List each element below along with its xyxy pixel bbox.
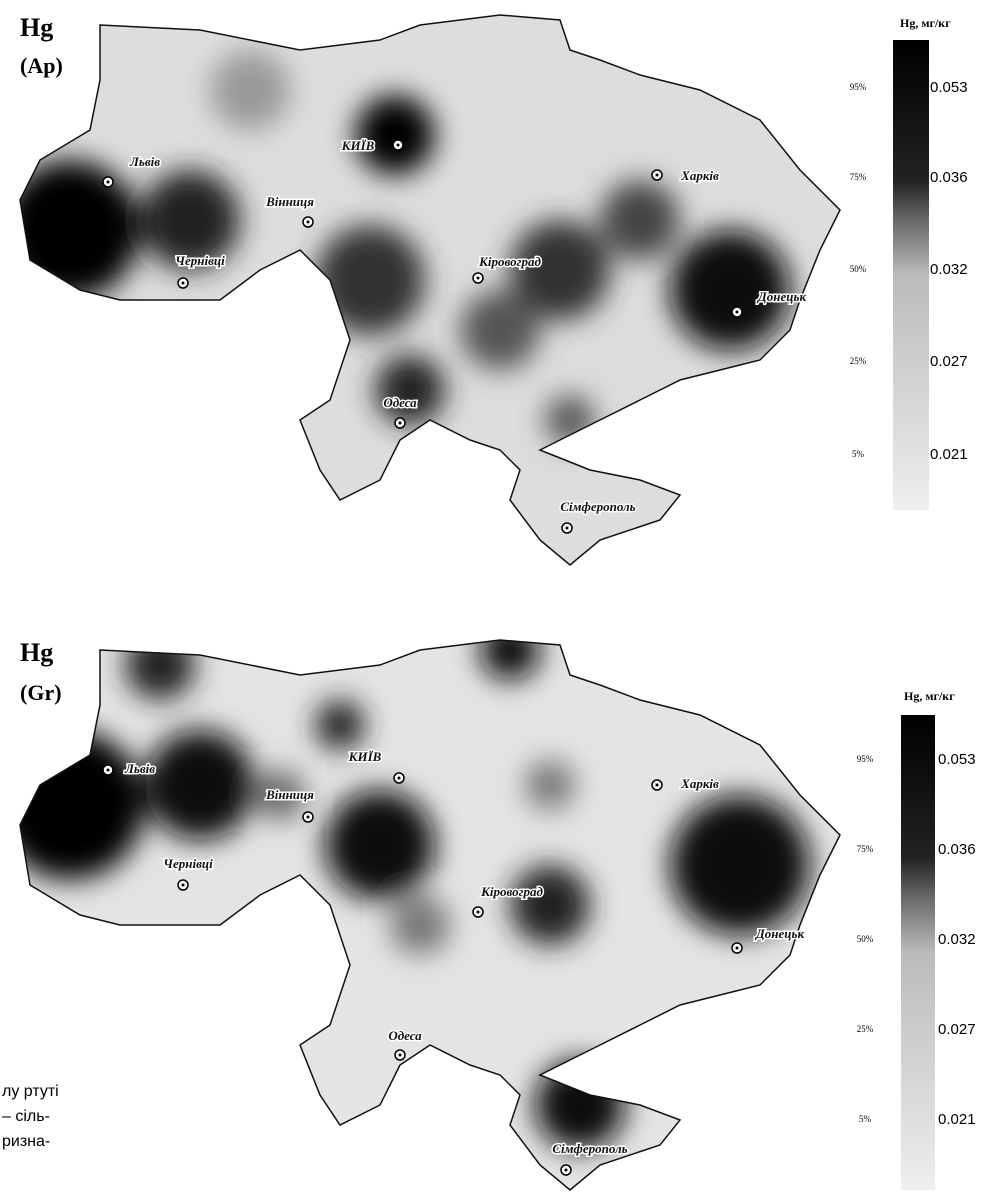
- city-marker-dot: [306, 220, 310, 224]
- legend-percentile: 95%: [857, 754, 874, 764]
- city-marker-dot: [398, 421, 402, 425]
- city-label: Вінниця: [265, 194, 314, 209]
- city-marker-dot: [735, 946, 739, 950]
- city-marker-dot: [181, 281, 185, 285]
- city-marker-dot: [476, 276, 480, 280]
- city-label: КИЇВ: [341, 138, 375, 153]
- map-layer: (Ap): [20, 53, 63, 78]
- city-label: КИЇВ: [348, 749, 382, 764]
- city-marker-dot: [655, 783, 659, 787]
- legend-title: Hg, мг/кг: [904, 689, 955, 703]
- legend-value: 0.021: [930, 446, 968, 463]
- city-marker-dot: [306, 815, 310, 819]
- legend-percentile: 95%: [850, 82, 867, 92]
- city-marker-dot: [476, 910, 480, 914]
- caption-fragment: ризна-: [2, 1133, 50, 1150]
- city-label: Харків: [680, 776, 719, 791]
- legend-percentile: 50%: [850, 264, 867, 274]
- legend-percentile: 25%: [850, 356, 867, 366]
- city-label: Кіровоград: [480, 884, 543, 899]
- legend-value: 0.053: [930, 79, 968, 96]
- city-marker-dot: [181, 883, 185, 887]
- legend-value: 0.036: [930, 169, 968, 186]
- city-marker-dot: [398, 1053, 402, 1057]
- legend-percentile: 75%: [857, 844, 874, 854]
- legend-value: 0.027: [930, 353, 968, 370]
- map-title: Hg: [20, 638, 53, 667]
- city-label: Харків: [680, 168, 719, 183]
- city-label: Одеса: [388, 1028, 422, 1043]
- city-marker-dot: [565, 526, 569, 530]
- city-marker-dot: [106, 768, 110, 772]
- legend-percentile: 5%: [859, 1114, 872, 1124]
- legend-value: 0.027: [938, 1021, 976, 1038]
- city-label: Одеса: [383, 395, 417, 410]
- legend-value: 0.036: [938, 841, 976, 858]
- legend-value: 0.032: [938, 931, 976, 948]
- city-label: Донецьк: [755, 926, 805, 941]
- legend-value: 0.032: [930, 261, 968, 278]
- caption-fragment: лу ртуті: [2, 1083, 59, 1100]
- city-marker-dot: [106, 180, 110, 184]
- legend-percentile: 5%: [852, 449, 865, 459]
- city-label: Чернівці: [163, 856, 213, 871]
- map-layer: (Gr): [20, 680, 62, 705]
- city-marker-dot: [396, 143, 400, 147]
- city-marker-dot: [655, 173, 659, 177]
- city-label: Вінниця: [265, 787, 314, 802]
- city-label: Кіровоград: [478, 254, 541, 269]
- map-title: Hg: [20, 13, 53, 42]
- city-marker-dot: [735, 310, 739, 314]
- city-marker-dot: [397, 776, 401, 780]
- city-label: Донецьк: [757, 289, 807, 304]
- legend-percentile: 50%: [857, 934, 874, 944]
- legend-value: 0.021: [938, 1111, 976, 1128]
- legend-value: 0.053: [938, 751, 976, 768]
- city-label: Львів: [129, 154, 160, 169]
- city-label: Львів: [124, 761, 155, 776]
- city-label: Сімферополь: [552, 1141, 627, 1156]
- caption-fragment: – сіль-: [2, 1108, 50, 1125]
- city-label: Сімферополь: [560, 499, 635, 514]
- legend-percentile: 75%: [850, 172, 867, 182]
- legend-percentile: 25%: [857, 1024, 874, 1034]
- city-marker-dot: [564, 1168, 568, 1172]
- legend-title: Hg, мг/кг: [900, 16, 951, 30]
- city-label: Чернівці: [175, 253, 225, 268]
- map-gr: [19, 639, 935, 1191]
